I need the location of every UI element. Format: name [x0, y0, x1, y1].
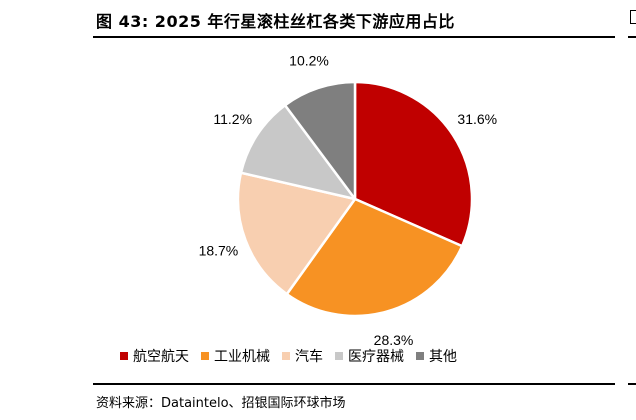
pie-value-labels: 31.6% 28.3% 18.7% 11.2% 10.2%	[199, 52, 498, 347]
figure-title: 图 43: 2025 年行星滚柱丝杠各类下游应用占比	[96, 12, 455, 31]
legend-swatch-icon	[335, 352, 343, 360]
legend-label: 医疗器械	[348, 349, 404, 365]
source-rule	[93, 383, 615, 385]
legend-label: 航空航天	[133, 349, 189, 365]
adjacent-source-rule	[628, 383, 636, 385]
legend-swatch-icon	[201, 352, 209, 360]
pie-value-label-1: 31.6%	[457, 111, 497, 127]
pie-slice-4	[239, 103, 357, 201]
legend-swatch-icon	[120, 352, 128, 360]
legend-label: 其他	[429, 349, 457, 365]
legend-swatch-icon	[282, 352, 290, 360]
adjacent-title-rule	[628, 36, 636, 38]
legend-item-4: 医疗器械	[335, 346, 404, 366]
pie-slice-5	[283, 80, 357, 201]
legend-item-3: 汽车	[282, 346, 323, 366]
legend-item-2: 工业机械	[201, 346, 270, 366]
source-note: 资料来源：Dataintelo、招银国际环球市场	[96, 396, 346, 411]
legend-item-5: 其他	[416, 346, 457, 366]
pie-value-label-3: 18.7%	[199, 243, 239, 259]
adjacent-figure-edge-icon	[630, 10, 636, 24]
title-rule	[93, 36, 615, 38]
legend-item-1: 航空航天	[120, 346, 189, 366]
legend-label: 汽车	[295, 349, 323, 365]
legend-label: 工业机械	[214, 349, 270, 365]
pie-slice-3	[236, 171, 357, 296]
pie-value-label-5: 10.2%	[289, 52, 329, 68]
legend: 航空航天 工业机械 汽车 医疗器械 其他	[120, 346, 469, 366]
pie-value-label-2: 28.3%	[374, 332, 414, 348]
pie-slice-1	[353, 80, 474, 248]
pie-value-label-4: 11.2%	[213, 111, 252, 127]
legend-swatch-icon	[416, 352, 424, 360]
pie-slice-2	[285, 197, 464, 318]
pie-slices	[236, 80, 474, 318]
